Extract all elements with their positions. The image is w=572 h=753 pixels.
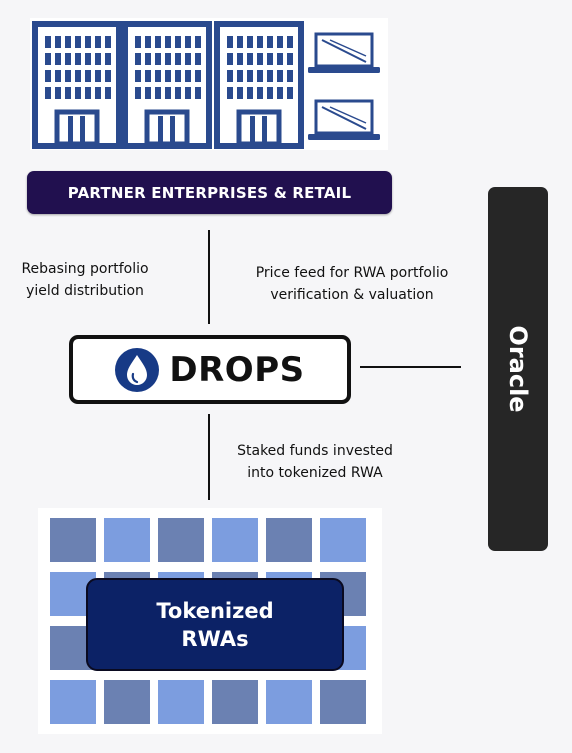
laptop-icon (308, 32, 380, 73)
connector-drops-oracle (360, 366, 461, 368)
rwa-tile (266, 680, 312, 724)
water-drop-icon (115, 347, 160, 392)
yield-distribution-label: Rebasing portfolio yield distribution (8, 258, 162, 302)
rwa-tile (104, 518, 150, 562)
price-feed-line1: Price feed for RWA portfolio (255, 265, 449, 281)
enterprise-buildings-illustration (30, 18, 388, 150)
laptop-icon (308, 99, 380, 140)
tokenized-rwas-line1: Tokenized (156, 598, 274, 623)
office-building-icon (122, 21, 212, 149)
staked-funds-label: Staked funds invested into tokenized RWA (218, 440, 412, 484)
rwa-tile (320, 518, 366, 562)
yield-distribution-line2: yield distribution (26, 283, 144, 299)
rwa-tile (158, 680, 204, 724)
connector-drops-rwa (208, 414, 210, 500)
oracle-bar: Oracle (488, 187, 548, 551)
rwa-tile (158, 518, 204, 562)
price-feed-label: Price feed for RWA portfolio verificatio… (238, 262, 466, 306)
office-building-icon (214, 21, 304, 149)
drops-title: DROPS (169, 349, 305, 390)
staked-funds-line1: Staked funds invested (237, 443, 393, 459)
oracle-label: Oracle (504, 325, 532, 413)
rwa-tile (212, 680, 258, 724)
rwa-tile (320, 680, 366, 724)
rwa-tile (50, 680, 96, 724)
rwa-tile (50, 518, 96, 562)
office-building-icon (32, 21, 122, 149)
drops-box: DROPS (69, 335, 351, 404)
rwa-tile (212, 518, 258, 562)
partner-enterprises-label: PARTNER ENTERPRISES & RETAIL (27, 171, 392, 214)
connector-partner-drops (208, 230, 210, 324)
yield-distribution-line1: Rebasing portfolio (21, 261, 149, 277)
tokenized-rwas-line2: RWAs (181, 626, 249, 651)
rwa-tile (104, 680, 150, 724)
price-feed-line2: verification & valuation (270, 287, 434, 303)
staked-funds-line2: into tokenized RWA (247, 465, 383, 481)
tokenized-rwas-box: Tokenized RWAs (86, 578, 344, 671)
rwa-tile (266, 518, 312, 562)
